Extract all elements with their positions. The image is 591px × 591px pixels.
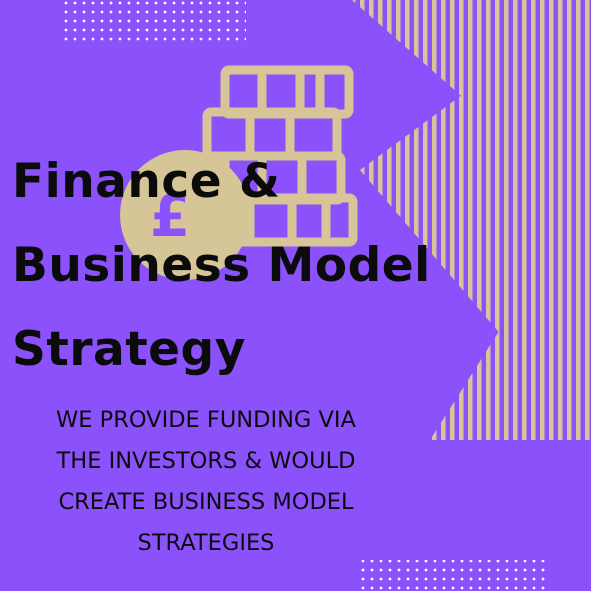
description-text: WE PROVIDE FUNDING VIA THE INVESTORS & W… <box>56 407 356 556</box>
dot-grid-bottom <box>356 560 546 591</box>
striped-triangle-bottom <box>430 186 591 440</box>
headline-line-2: Business Model <box>12 238 431 293</box>
coin-symbol: £ <box>150 182 190 250</box>
dot-grid-top <box>60 0 246 44</box>
headline-line-3: Strategy <box>12 322 246 377</box>
headline-line-1: Finance & <box>12 154 281 209</box>
coin-icon: £ <box>120 150 250 280</box>
cash-stack-icon <box>200 65 358 247</box>
headline: Finance & Business Model Strategy <box>12 140 587 392</box>
